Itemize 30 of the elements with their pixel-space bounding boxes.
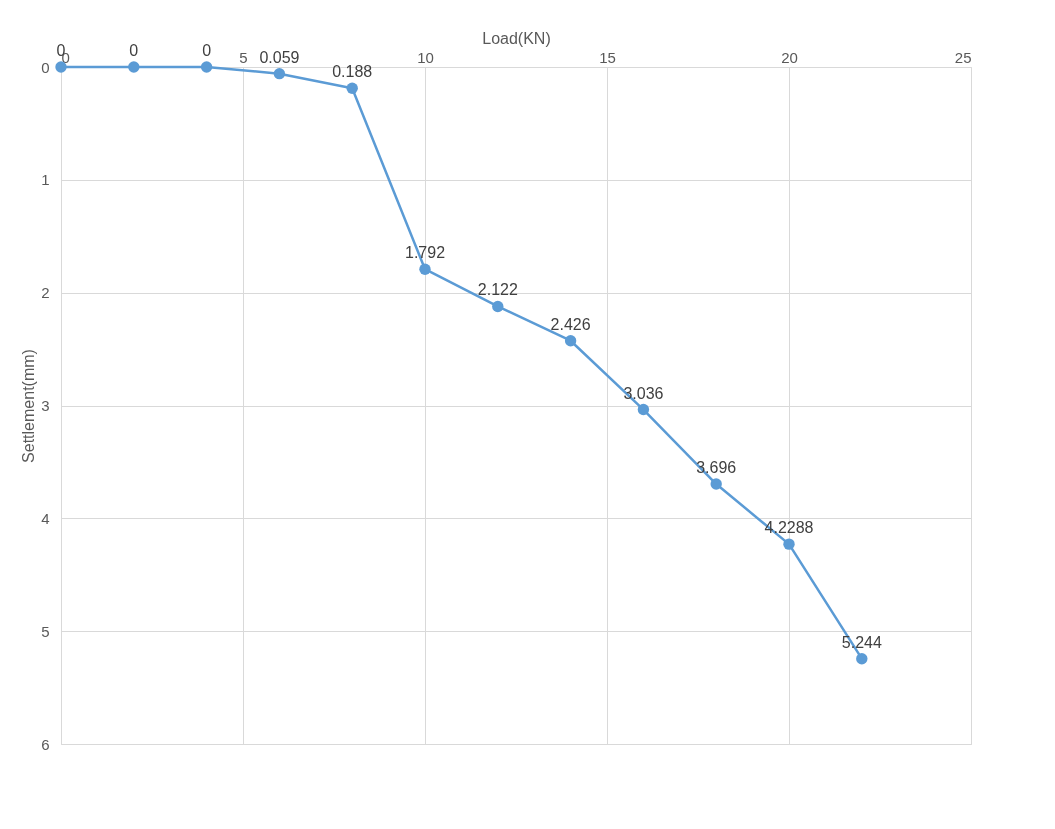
point xyxy=(564,335,577,347)
data-label: 2.122 xyxy=(477,281,518,299)
x-tick-label: 15 xyxy=(599,48,616,66)
x-axis-title: Load(KN) xyxy=(482,29,551,47)
y-axis-title: Settlement(mm) xyxy=(20,349,38,463)
y-tick-label: 3 xyxy=(41,397,50,414)
point xyxy=(346,82,358,94)
point xyxy=(273,67,286,80)
point xyxy=(419,263,431,275)
point xyxy=(856,653,868,665)
y-tick-label: 1 xyxy=(41,171,50,189)
x-tick-label: 5 xyxy=(239,48,248,66)
point xyxy=(637,403,650,416)
point xyxy=(128,61,140,73)
y-tick-label: 5 xyxy=(41,622,50,640)
data-label: 2.426 xyxy=(550,315,591,333)
y-tick-label: 4 xyxy=(41,509,50,527)
point xyxy=(783,538,795,550)
point xyxy=(55,61,67,73)
x-tick-label: 20 xyxy=(781,48,798,66)
point xyxy=(200,61,213,73)
x-tick-label: 25 xyxy=(954,48,972,66)
x-tick-label: 10 xyxy=(417,48,434,66)
y-tick-label: 2 xyxy=(41,284,50,302)
point xyxy=(710,478,722,490)
y-tick-label: 6 xyxy=(41,735,50,753)
point xyxy=(492,300,504,313)
data-label: 0.188 xyxy=(332,63,373,81)
data-label: 0.059 xyxy=(259,48,300,66)
data-label: 3.036 xyxy=(623,384,664,402)
